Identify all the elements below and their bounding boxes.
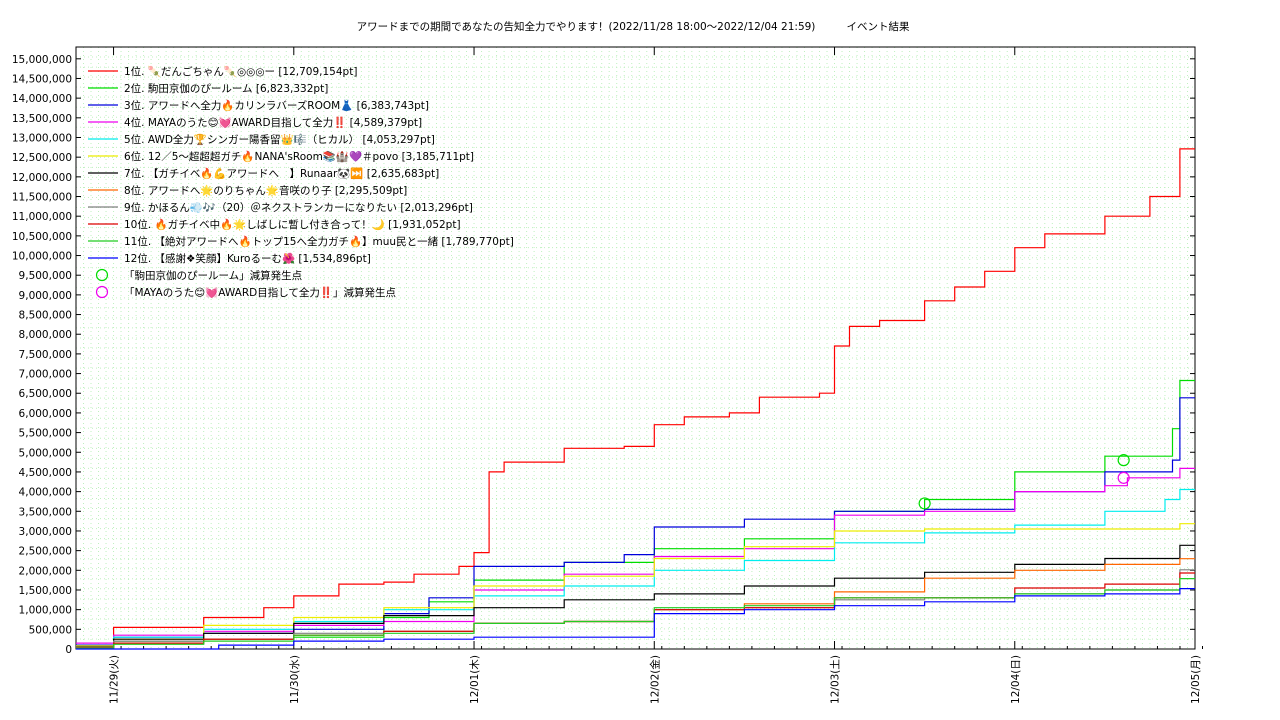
y-tick-label: 10,500,000: [12, 231, 72, 243]
series-line-5: [76, 488, 1195, 648]
series-line-10: [76, 572, 1195, 649]
y-tick-label: 7,500,000: [19, 349, 72, 361]
legend-marker-label-2: 「MAYAのうた😊💓AWARD目指して全力‼️」減算発生点: [124, 286, 396, 299]
y-tick-label: 14,000,000: [12, 93, 72, 105]
y-tick-label: 2,500,000: [19, 546, 72, 558]
legend-label-12: 12位. 【感謝❖笑顔】Kuroるーむ🌺 [1,534,896pt]: [124, 252, 371, 265]
x-tick-label: 12/01(木): [469, 655, 481, 704]
series-line-4: [76, 467, 1195, 644]
legend: 1位. 🍡だんごちゃん🍡◎◎◎ー [12,709,154pt] 2位. 駒田京伽の…: [88, 65, 514, 299]
y-tick-label: 13,500,000: [12, 113, 72, 125]
legend-label-3: 3位. アワードへ全力🔥カリンラバーズROOM👗 [6,383,743pt]: [124, 99, 429, 112]
y-tick-label: 8,500,000: [19, 310, 72, 322]
series-line-9: [76, 569, 1195, 648]
y-tick-label: 13,000,000: [12, 132, 72, 144]
y-tick-label: 2,000,000: [19, 565, 72, 577]
legend-marker-label-1: 「駒田京伽のぴールーム」減算発生点: [124, 269, 302, 282]
y-tick-label: 4,000,000: [19, 487, 72, 499]
chart-title: アワードまでの期間であなたの告知全力でやります！(2022/11/28 18:0…: [357, 20, 816, 33]
y-tick-label: 7,000,000: [19, 369, 72, 381]
y-tick-label: 12,500,000: [12, 152, 72, 164]
y-tick-label: 5,000,000: [19, 447, 72, 459]
legend-label-9: 9位. かほるん💨🎶（20）＠ネクストランカーになりたい [2,013,296p…: [124, 201, 473, 214]
series-line-2: [76, 379, 1195, 648]
y-tick-label: 3,000,000: [19, 526, 72, 538]
x-axis: 11/29(火) 11/30(水) 12/01(木) 12/02(金) 12/03(土)…: [75, 47, 1204, 704]
legend-label-2: 2位. 駒田京伽のぴールーム [6,823,332pt]: [124, 82, 328, 95]
y-tick-label: 1,500,000: [19, 585, 72, 597]
y-tick-label: 6,000,000: [19, 408, 72, 420]
marker-point-2: [1117, 471, 1130, 484]
legend-marker-1: [95, 268, 109, 282]
y-tick-label: 3,500,000: [19, 506, 72, 518]
legend-label-1: 1位. 🍡だんごちゃん🍡◎◎◎ー [12,709,154pt]: [124, 65, 357, 78]
y-tick-label: 8,000,000: [19, 329, 72, 341]
series-line-1: [76, 148, 1195, 646]
y-tick-label: 11,000,000: [12, 211, 72, 223]
x-tick-label: 12/04(日): [1010, 655, 1022, 704]
y-tick-label: 10,000,000: [12, 251, 72, 263]
y-tick-label: 4,500,000: [19, 467, 72, 479]
marker-point-1: [1117, 454, 1130, 467]
plot-frame: [75, 46, 1196, 650]
y-tick-label: 11,500,000: [12, 192, 72, 204]
x-tick-label: 12/02(金): [648, 655, 661, 704]
chart-subtitle: イベント結果: [847, 20, 910, 33]
x-tick-label: 12/03(土): [829, 655, 842, 704]
y-tick-label: 0: [65, 644, 72, 656]
series-line-7: [76, 544, 1195, 648]
legend-label-6: 6位. 12／5〜超超超ガチ🔥NANA'sRoom📚🏰💜＃povo [3,185…: [124, 150, 474, 163]
series-line-12: [76, 588, 1195, 650]
y-axis: 0 500,000 1,000,000 1,500,000 2,000,000 2,500…: [12, 54, 1195, 656]
y-tick-label: 6,500,000: [19, 388, 72, 400]
legend-label-8: 8位. アワードへ🌟のりちゃん🌟音咲のり子 [2,295,509pt]: [124, 184, 407, 197]
y-tick-label: 14,500,000: [12, 73, 72, 85]
series-line-6: [76, 523, 1195, 647]
legend-label-10: 10位. 🔥ガチイベ中🔥🌟しばしに暫し付き合って！🌙 [1,931,052pt]: [124, 218, 461, 231]
y-tick-label: 9,500,000: [19, 270, 72, 282]
y-tick-label: 12,000,000: [12, 172, 72, 184]
y-tick-label: 5,500,000: [19, 428, 72, 440]
legend-label-4: 4位. MAYAのうた😊💓AWARD目指して全力‼️ [4,589,379pt]: [124, 116, 422, 129]
grid: [76, 47, 1195, 649]
legend-label-11: 11位. 【絶対アワードへ🔥トップ15へ全力ガチ🔥】muu民と一緒 [1,789…: [124, 235, 514, 248]
marker-point-1: [918, 497, 931, 510]
legend-label-5: 5位. AWD全力🏆シンガー陽香留👑🎼（ヒカル） [4,053,297pt]: [124, 133, 435, 146]
series-group: [76, 148, 1195, 650]
y-tick-label: 500,000: [29, 624, 72, 636]
legend-marker-2: [95, 285, 109, 299]
marker-group: [918, 454, 1130, 510]
legend-label-7: 7位. 【ガチイベ🔥💪アワードへ 】Runaar🐼⏭️ [2,635,683pt…: [124, 167, 439, 180]
x-tick-label: 12/05(月): [1190, 655, 1202, 704]
y-tick-label: 15,000,000: [12, 54, 72, 66]
y-tick-label: 9,000,000: [19, 290, 72, 302]
series-line-8: [76, 558, 1195, 649]
x-tick-label: 11/29(火): [109, 655, 121, 704]
series-line-3: [76, 397, 1195, 646]
x-tick-label: 11/30(水): [289, 655, 301, 704]
y-tick-label: 1,000,000: [19, 605, 72, 617]
